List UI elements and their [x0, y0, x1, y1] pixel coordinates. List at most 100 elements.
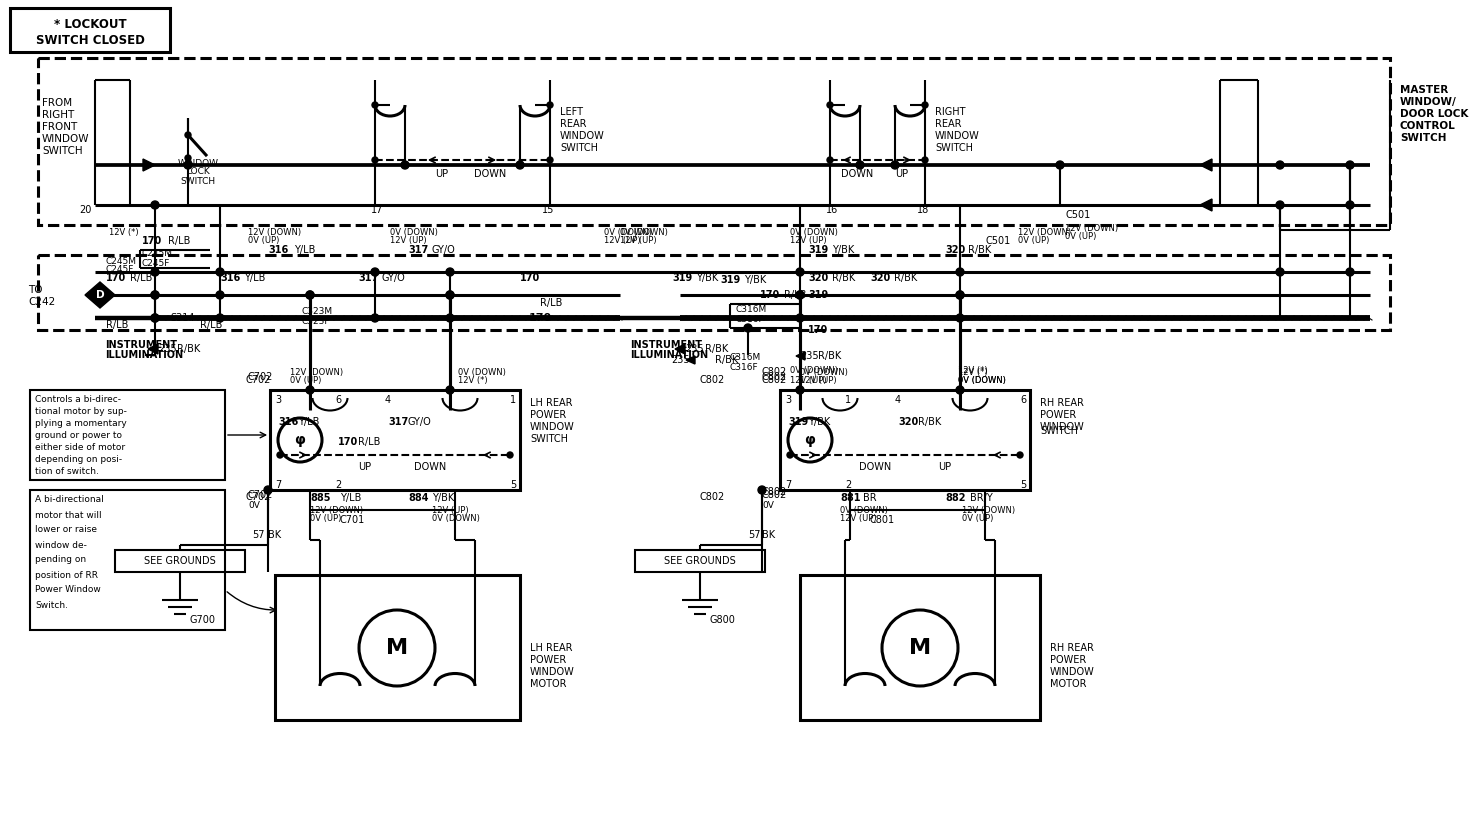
Text: WINDOW: WINDOW	[1050, 667, 1095, 677]
Text: 12V (*): 12V (*)	[109, 227, 138, 236]
Text: SWITCH CLOSED: SWITCH CLOSED	[35, 33, 144, 47]
Circle shape	[796, 314, 804, 322]
Circle shape	[548, 102, 553, 108]
Text: BR: BR	[863, 493, 877, 503]
Bar	[10, 8, 169, 52]
Circle shape	[152, 314, 159, 322]
Text: BR/Y: BR/Y	[970, 493, 992, 503]
Circle shape	[372, 157, 378, 163]
Text: 316: 316	[278, 417, 299, 427]
Text: 885: 885	[311, 493, 331, 503]
Circle shape	[796, 291, 804, 299]
Circle shape	[921, 102, 927, 108]
Text: 235: 235	[684, 344, 704, 354]
Text: LOCK: LOCK	[185, 167, 210, 176]
Text: R/LB: R/LB	[130, 273, 153, 283]
Text: 320: 320	[945, 245, 966, 255]
Text: C802: C802	[762, 372, 788, 382]
Circle shape	[372, 102, 378, 108]
Text: 0V (UP): 0V (UP)	[1019, 236, 1050, 245]
Text: DOWN: DOWN	[414, 462, 446, 472]
Text: BK: BK	[268, 530, 281, 540]
Circle shape	[446, 268, 453, 276]
Text: Controls a bi-direc-: Controls a bi-direc-	[35, 395, 121, 404]
Text: 7: 7	[275, 480, 281, 490]
Text: SWITCH: SWITCH	[1400, 133, 1447, 143]
Text: R/BK: R/BK	[818, 351, 842, 361]
Text: 17: 17	[371, 205, 383, 215]
Text: 12V (UP): 12V (UP)	[620, 236, 657, 245]
Text: C323M: C323M	[302, 308, 333, 316]
Text: RH REAR: RH REAR	[1050, 643, 1094, 653]
Text: 170: 170	[141, 236, 162, 246]
Text: 3: 3	[275, 395, 281, 405]
Bar	[29, 390, 225, 480]
Text: Y/LB: Y/LB	[294, 245, 315, 255]
Circle shape	[400, 161, 409, 169]
Text: Switch.: Switch.	[35, 601, 68, 610]
Circle shape	[446, 291, 453, 299]
Text: window de-: window de-	[35, 541, 87, 549]
Text: 882: 882	[945, 493, 966, 503]
Circle shape	[1055, 161, 1064, 169]
Circle shape	[788, 452, 793, 458]
Text: R/LB: R/LB	[785, 290, 807, 300]
Text: Power Window: Power Window	[35, 586, 100, 595]
Text: G800: G800	[710, 615, 736, 625]
Bar	[275, 575, 520, 720]
Polygon shape	[85, 282, 115, 308]
Text: 0V: 0V	[762, 501, 774, 509]
Text: C245M: C245M	[141, 250, 174, 259]
Text: R/BK: R/BK	[832, 273, 855, 283]
Text: 320: 320	[898, 417, 919, 427]
Text: S314: S314	[169, 313, 194, 323]
Circle shape	[548, 157, 553, 163]
Text: RIGHT: RIGHT	[43, 110, 74, 120]
Circle shape	[955, 291, 964, 299]
Bar	[29, 490, 225, 630]
Circle shape	[1276, 201, 1284, 209]
Text: SWITCH: SWITCH	[559, 143, 598, 153]
Text: R/BK: R/BK	[715, 355, 739, 365]
Text: φ: φ	[805, 433, 815, 447]
Bar	[634, 550, 765, 572]
Text: G700: G700	[190, 615, 216, 625]
Text: 6: 6	[336, 395, 342, 405]
Text: 319: 319	[788, 417, 808, 427]
Circle shape	[1017, 452, 1023, 458]
Text: GY/O: GY/O	[383, 273, 406, 283]
Text: C323F: C323F	[302, 318, 331, 326]
Text: Y/BK: Y/BK	[696, 273, 718, 283]
Circle shape	[371, 314, 378, 322]
Text: WINDOW: WINDOW	[530, 667, 574, 677]
Text: 12V (*): 12V (*)	[958, 368, 988, 377]
Text: pending on: pending on	[35, 556, 87, 564]
Text: C242: C242	[28, 297, 56, 307]
Text: 12V (DOWN): 12V (DOWN)	[311, 506, 364, 514]
Text: C702: C702	[247, 372, 274, 382]
Text: 884: 884	[408, 493, 428, 503]
Text: 12V (DOWN): 12V (DOWN)	[1019, 227, 1072, 236]
Circle shape	[185, 155, 191, 161]
Text: 881: 881	[841, 493, 861, 503]
Text: 5: 5	[1020, 480, 1026, 490]
Text: Y/LB: Y/LB	[340, 493, 361, 503]
Circle shape	[796, 268, 804, 276]
Text: WINDOW: WINDOW	[1041, 422, 1085, 432]
Text: 18: 18	[917, 205, 929, 215]
Text: C245F: C245F	[106, 265, 134, 274]
Circle shape	[216, 291, 224, 299]
Circle shape	[857, 161, 864, 169]
Text: UP: UP	[436, 169, 449, 179]
Text: 12V (DOWN): 12V (DOWN)	[963, 506, 1016, 514]
Text: C802: C802	[701, 492, 726, 502]
Text: 20: 20	[79, 205, 91, 215]
Text: LH REAR: LH REAR	[530, 643, 573, 653]
Text: 3: 3	[785, 395, 790, 405]
Text: 316: 316	[219, 273, 240, 283]
Circle shape	[1345, 161, 1354, 169]
Text: 6: 6	[1020, 395, 1026, 405]
Text: tion of switch.: tion of switch.	[35, 468, 99, 477]
Text: R/LB: R/LB	[106, 320, 128, 330]
Circle shape	[152, 291, 159, 299]
